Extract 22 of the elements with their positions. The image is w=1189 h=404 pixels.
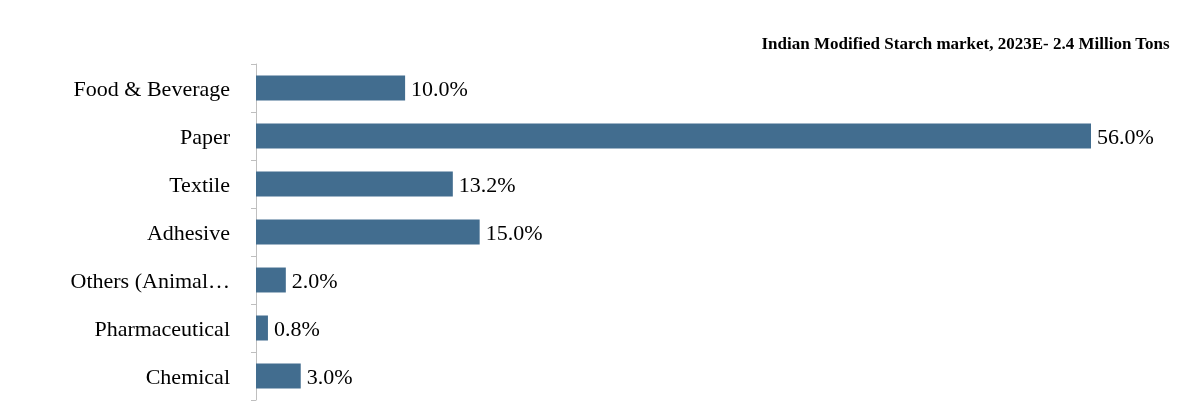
y-tick-label: Others (Animal…: [70, 267, 230, 293]
bar: [256, 171, 453, 197]
y-tick-label: Chemical: [145, 363, 230, 389]
bar: [256, 123, 1091, 149]
data-label: 15.0%: [485, 219, 543, 245]
data-label: 2.0%: [291, 267, 338, 293]
y-tick-label: Textile: [169, 171, 230, 197]
data-label: 13.2%: [458, 171, 516, 197]
chart-title: Indian Modified Starch market, 2023E- 2.4 Million Tons: [761, 34, 1171, 53]
data-label: 56.0%: [1097, 123, 1154, 149]
y-tick-label: Pharmaceutical: [94, 315, 230, 341]
bar: [256, 219, 480, 245]
bar: [256, 363, 301, 389]
bar: [256, 75, 406, 101]
data-label: 0.8%: [273, 315, 320, 341]
data-label: 10.0%: [411, 75, 468, 101]
y-tick-label: Paper: [179, 123, 231, 149]
bar: [256, 267, 286, 293]
y-tick-label: Adhesive: [146, 219, 230, 245]
data-label: 3.0%: [306, 363, 353, 389]
y-tick-label: Food & Beverage: [73, 75, 230, 101]
bar: [256, 315, 268, 341]
